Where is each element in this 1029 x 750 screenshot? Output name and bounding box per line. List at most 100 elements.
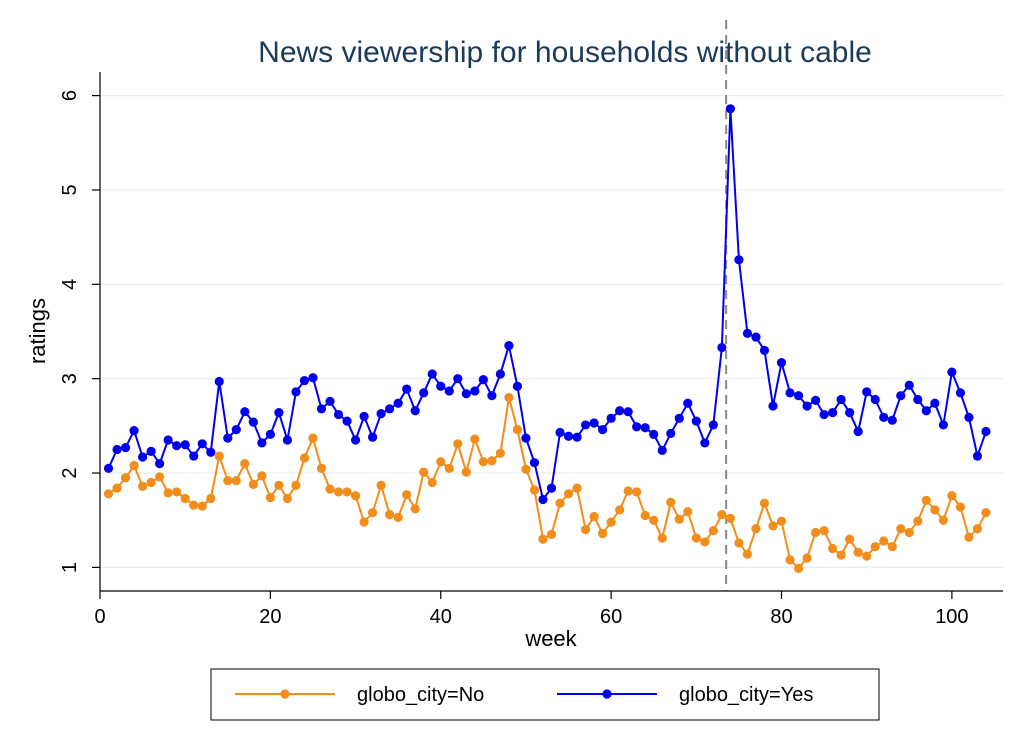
data-point: [828, 543, 838, 554]
data-point: [325, 396, 335, 406]
data-point: [197, 501, 207, 511]
data-point: [419, 388, 429, 398]
data-point: [964, 412, 974, 422]
data-point: [981, 426, 991, 437]
data-point: [478, 375, 488, 385]
data-point: [240, 407, 250, 417]
data-point: [555, 427, 565, 438]
data-point: [282, 493, 293, 504]
data-point: [947, 491, 957, 501]
data-point: [708, 526, 718, 536]
data-point: [649, 429, 659, 439]
data-point: [248, 479, 258, 489]
data-point: [913, 394, 923, 405]
legend-item: globo_city=No: [235, 684, 484, 706]
data-point: [223, 433, 233, 443]
data-point: [214, 376, 224, 387]
data-point: [921, 406, 931, 416]
x-tick-label: 80: [770, 606, 792, 628]
data-point: [964, 532, 974, 542]
data-point: [955, 502, 966, 512]
data-point: [146, 446, 156, 456]
data-point: [291, 480, 301, 490]
data-point: [359, 517, 369, 527]
data-point: [206, 493, 216, 504]
data-point: [120, 473, 131, 483]
data-point: [657, 445, 667, 455]
data-point: [189, 500, 199, 510]
legend-items: globo_city=No globo_city=Yes: [235, 684, 813, 706]
data-point: [419, 467, 429, 477]
data-point: [870, 542, 880, 552]
data-point: [674, 413, 684, 423]
data-point: [214, 451, 224, 461]
data-point: [615, 406, 625, 416]
data-point: [870, 394, 880, 405]
data-point: [632, 487, 642, 497]
data-point: [836, 550, 846, 560]
data-point: [845, 408, 855, 418]
data-point: [623, 486, 633, 496]
data-point: [742, 549, 753, 559]
data-point: [649, 515, 659, 525]
data-point: [385, 509, 395, 520]
data-point: [538, 494, 548, 505]
x-tick-label: 0: [94, 606, 105, 628]
data-point: [453, 374, 463, 384]
data-point: [683, 398, 693, 408]
data-point: [700, 537, 710, 547]
series-yes: [103, 104, 991, 505]
data-point: [265, 429, 275, 439]
data-point: [529, 458, 540, 468]
legend-marker: [602, 689, 612, 699]
data-point: [725, 513, 735, 523]
data-series: [103, 104, 991, 573]
data-point: [938, 515, 948, 525]
data-point: [657, 533, 667, 543]
chart-title: News viewership for households without c…: [258, 36, 872, 69]
data-point: [700, 438, 710, 448]
data-point: [257, 471, 267, 481]
data-point: [402, 490, 412, 500]
data-point: [717, 342, 727, 353]
data-point: [768, 521, 778, 531]
data-point: [776, 358, 787, 368]
data-point: [896, 391, 906, 401]
data-point: [385, 404, 395, 414]
data-point: [938, 420, 948, 430]
data-point: [972, 524, 983, 534]
data-point: [879, 536, 889, 546]
data-point: [180, 440, 190, 450]
data-point: [563, 431, 574, 441]
data-point: [137, 481, 148, 491]
data-point: [666, 428, 676, 439]
data-point: [376, 408, 386, 419]
data-point: [470, 434, 480, 444]
legend-item: globo_city=Yes: [557, 684, 813, 706]
data-point: [734, 538, 744, 548]
data-point: [708, 420, 718, 430]
data-point: [274, 480, 284, 490]
data-point: [172, 441, 182, 451]
data-point: [887, 542, 897, 552]
data-point: [623, 407, 633, 417]
data-point: [580, 420, 591, 430]
x-axis-label: week: [524, 626, 577, 651]
data-point: [742, 328, 753, 338]
data-point: [717, 509, 727, 520]
data-point: [632, 422, 642, 432]
data-point: [180, 493, 190, 504]
legend-label: globo_city=Yes: [679, 684, 813, 706]
data-point: [248, 417, 258, 427]
y-tick-label: 4: [59, 279, 81, 290]
data-point: [819, 526, 829, 536]
data-point: [785, 555, 795, 565]
data-point: [521, 464, 531, 474]
data-point: [231, 425, 241, 435]
data-point: [453, 439, 463, 449]
data-point: [572, 483, 582, 493]
data-point: [282, 435, 293, 445]
x-tick-label: 20: [259, 606, 281, 628]
data-point: [640, 423, 650, 433]
